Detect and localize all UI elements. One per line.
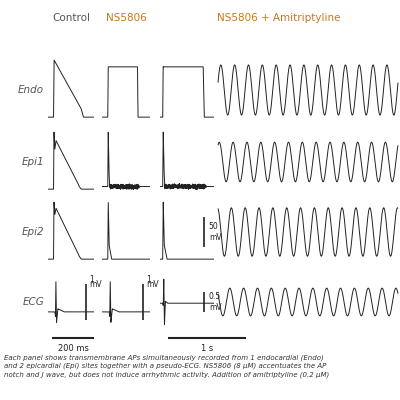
Text: Each panel shows transmembrane APs simultaneously recorded from 1 endocardial (E: Each panel shows transmembrane APs simul… bbox=[4, 354, 329, 378]
Text: 1 s: 1 s bbox=[201, 344, 213, 353]
Text: Endo: Endo bbox=[18, 85, 44, 95]
Text: 1: 1 bbox=[89, 274, 94, 284]
Text: NS5806 + Amitriptyline: NS5806 + Amitriptyline bbox=[217, 13, 341, 23]
Text: 200 ms: 200 ms bbox=[58, 344, 88, 353]
Text: 0.5
mV: 0.5 mV bbox=[209, 292, 222, 312]
Text: NS5806: NS5806 bbox=[106, 13, 146, 23]
Text: Epi1: Epi1 bbox=[21, 157, 44, 167]
Text: 1: 1 bbox=[146, 274, 151, 284]
Text: Epi2: Epi2 bbox=[21, 227, 44, 237]
Text: ECG: ECG bbox=[22, 297, 44, 307]
Text: Control: Control bbox=[52, 13, 90, 23]
Text: mV: mV bbox=[146, 280, 159, 289]
Text: mV: mV bbox=[89, 280, 102, 289]
Text: 50
mV: 50 mV bbox=[209, 222, 222, 242]
